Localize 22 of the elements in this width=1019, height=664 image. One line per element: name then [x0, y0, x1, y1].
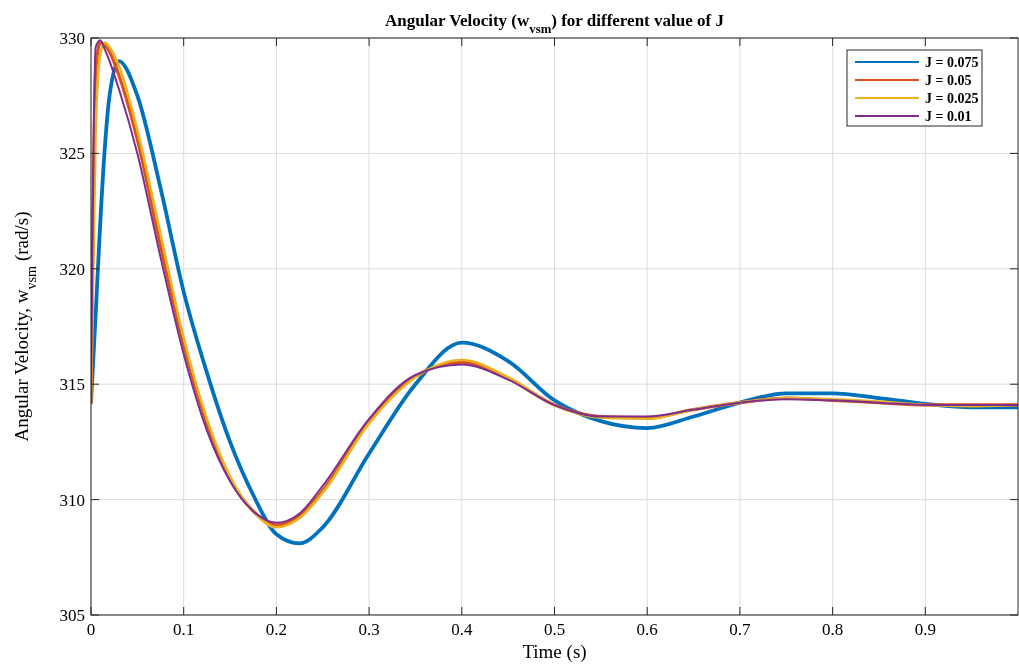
x-tick-label: 0.8 — [821, 620, 844, 639]
x-tick-label: 0.1 — [173, 620, 195, 639]
legend-label: J = 0.01 — [925, 109, 972, 124]
y-tick-label: 320 — [59, 259, 85, 279]
y-tick-label: 330 — [59, 29, 85, 48]
y-tick-label: 325 — [59, 144, 85, 164]
x-tick-label: 0 — [86, 620, 96, 639]
y-tick-label: 315 — [59, 375, 85, 395]
legend-label: J = 0.075 — [925, 55, 979, 70]
legend-label: J = 0.05 — [925, 73, 972, 88]
y-tick-label: 305 — [59, 606, 85, 625]
legend-label: J = 0.025 — [925, 91, 979, 106]
x-tick-label: 0.9 — [914, 620, 936, 639]
x-axis-title: Time (s) — [522, 641, 587, 663]
y-tick-label: 310 — [59, 490, 85, 510]
x-tick-label: 0.2 — [265, 620, 288, 639]
x-tick-label: 0.5 — [543, 620, 566, 639]
x-tick-label: 0.3 — [358, 620, 380, 639]
chart-title: Angular Velocity (w$_{vsm}$) for different value of J — [385, 11, 725, 36]
x-tick-label: 0.7 — [729, 620, 752, 639]
x-tick-label: 0.6 — [636, 620, 658, 639]
x-tick-label: 0.4 — [451, 620, 473, 639]
